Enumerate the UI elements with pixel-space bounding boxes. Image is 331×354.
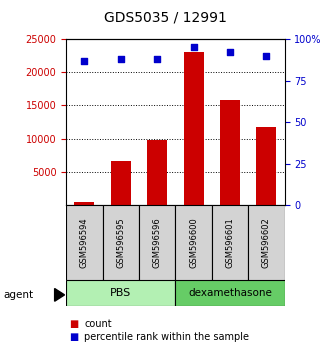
Bar <box>175 280 285 306</box>
Point <box>155 56 160 62</box>
Bar <box>66 280 175 306</box>
Bar <box>139 205 175 280</box>
Bar <box>220 100 240 205</box>
Text: GSM596601: GSM596601 <box>225 217 235 268</box>
Point <box>264 53 269 58</box>
Point <box>191 45 196 50</box>
Bar <box>147 140 167 205</box>
Bar <box>212 205 248 280</box>
Bar <box>103 205 139 280</box>
Text: percentile rank within the sample: percentile rank within the sample <box>84 332 249 342</box>
Text: dexamethasone: dexamethasone <box>188 288 272 298</box>
Text: ■: ■ <box>70 332 79 342</box>
Text: GSM596595: GSM596595 <box>116 217 125 268</box>
Bar <box>74 202 94 205</box>
Text: GDS5035 / 12991: GDS5035 / 12991 <box>104 11 227 25</box>
Bar <box>66 205 103 280</box>
Bar <box>111 161 131 205</box>
Text: GSM596602: GSM596602 <box>262 217 271 268</box>
Text: PBS: PBS <box>110 288 131 298</box>
Text: agent: agent <box>3 290 33 300</box>
Text: ■: ■ <box>70 319 79 329</box>
Text: GSM596594: GSM596594 <box>80 217 89 268</box>
Point <box>82 58 87 63</box>
Bar <box>248 205 285 280</box>
Bar <box>175 205 212 280</box>
Point <box>118 56 123 62</box>
Bar <box>184 52 204 205</box>
Bar <box>257 127 276 205</box>
Point <box>227 50 233 55</box>
Text: GSM596600: GSM596600 <box>189 217 198 268</box>
Text: GSM596596: GSM596596 <box>153 217 162 268</box>
Text: count: count <box>84 319 112 329</box>
